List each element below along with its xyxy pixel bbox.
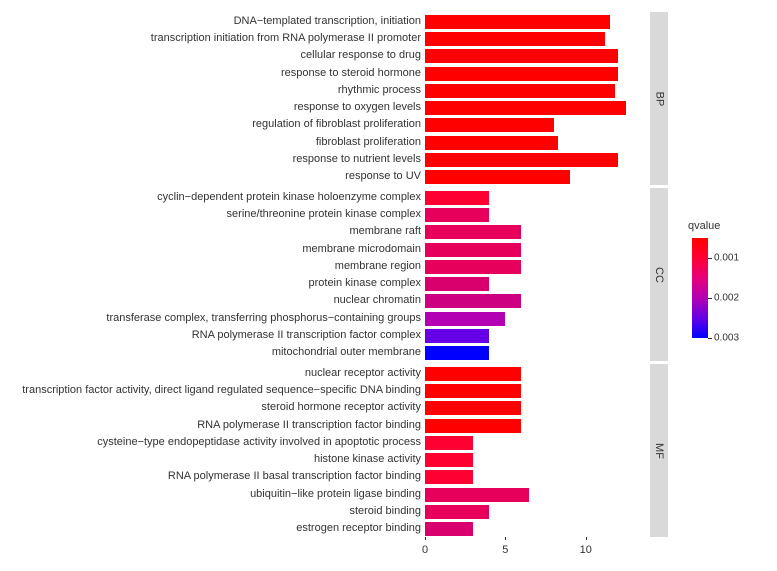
bar xyxy=(425,84,615,98)
legend-tick-label: 0.002 xyxy=(714,293,739,304)
legend-tick-mark xyxy=(708,298,712,299)
y-label: membrane microdomain xyxy=(1,241,421,258)
y-label: nuclear receptor activity xyxy=(1,365,421,382)
x-tick-label: 5 xyxy=(502,544,508,556)
y-label: membrane region xyxy=(1,258,421,275)
bar xyxy=(425,101,626,115)
bar xyxy=(425,522,473,536)
bar xyxy=(425,294,521,308)
bar xyxy=(425,401,521,415)
go-enrichment-chart: BP CC MF DNA−templated transcription, in… xyxy=(0,0,777,571)
facet-label-mf: MF xyxy=(653,443,665,459)
bar xyxy=(425,505,489,519)
facet-strip-cc: CC xyxy=(650,188,668,361)
x-tick-mark xyxy=(425,537,426,540)
y-label: regulation of fibroblast proliferation xyxy=(1,116,421,133)
y-label: DNA−templated transcription, initiation xyxy=(1,13,421,30)
bar xyxy=(425,49,618,63)
bar xyxy=(425,170,570,184)
y-label: transferase complex, transferring phosph… xyxy=(1,310,421,327)
y-label: steroid hormone receptor activity xyxy=(1,399,421,416)
bar xyxy=(425,312,505,326)
bar xyxy=(425,436,473,450)
y-label: response to steroid hormone xyxy=(1,65,421,82)
y-label: histone kinase activity xyxy=(1,451,421,468)
y-label: estrogen receptor binding xyxy=(1,520,421,537)
x-tick-label: 10 xyxy=(580,544,592,556)
facet-strip-mf: MF xyxy=(650,364,668,537)
bar xyxy=(425,208,489,222)
legend-tick-label: 0.003 xyxy=(714,333,739,344)
legend-colorbar: 0.0010.0020.003 xyxy=(692,238,708,338)
y-label: nuclear chromatin xyxy=(1,292,421,309)
legend-qvalue: qvalue 0.0010.0020.003 xyxy=(688,220,768,338)
y-label: RNA polymerase II basal transcription fa… xyxy=(1,468,421,485)
bar xyxy=(425,243,521,257)
facet-label-bp: BP xyxy=(653,91,665,106)
bar xyxy=(425,367,521,381)
x-axis: 0 5 10 xyxy=(425,540,650,570)
y-label: mitochondrial outer membrane xyxy=(1,344,421,361)
y-label: transcription factor activity, direct li… xyxy=(1,382,421,399)
legend-tick-mark xyxy=(708,258,712,259)
y-label: membrane raft xyxy=(1,223,421,240)
bar xyxy=(425,260,521,274)
legend-tick-label: 0.001 xyxy=(714,253,739,264)
bar xyxy=(425,67,618,81)
legend-title: qvalue xyxy=(688,220,768,232)
bar xyxy=(425,136,558,150)
bar xyxy=(425,225,521,239)
x-tick-mark xyxy=(505,537,506,540)
y-label: response to UV xyxy=(1,168,421,185)
y-label: protein kinase complex xyxy=(1,275,421,292)
y-label: serine/threonine protein kinase complex xyxy=(1,206,421,223)
bar xyxy=(425,384,521,398)
bar xyxy=(425,153,618,167)
y-label: rhythmic process xyxy=(1,82,421,99)
y-label: cyclin−dependent protein kinase holoenzy… xyxy=(1,189,421,206)
bar xyxy=(425,453,473,467)
legend-tick-mark xyxy=(708,338,712,339)
y-label: steroid binding xyxy=(1,503,421,520)
y-label: ubiquitin−like protein ligase binding xyxy=(1,486,421,503)
y-label: response to oxygen levels xyxy=(1,99,421,116)
bar xyxy=(425,15,610,29)
bar xyxy=(425,32,605,46)
bar xyxy=(425,488,529,502)
x-tick-mark xyxy=(586,537,587,540)
y-label: transcription initiation from RNA polyme… xyxy=(1,30,421,47)
y-label: cysteine−type endopeptidase activity inv… xyxy=(1,434,421,451)
y-label: fibroblast proliferation xyxy=(1,134,421,151)
x-tick-label: 0 xyxy=(422,544,428,556)
facet-strip-bp: BP xyxy=(650,12,668,185)
bar xyxy=(425,346,489,360)
bar xyxy=(425,329,489,343)
y-label: response to nutrient levels xyxy=(1,151,421,168)
bar xyxy=(425,191,489,205)
bar xyxy=(425,419,521,433)
y-label: cellular response to drug xyxy=(1,47,421,64)
bar xyxy=(425,118,554,132)
bar xyxy=(425,470,473,484)
y-label: RNA polymerase II transcription factor b… xyxy=(1,417,421,434)
facet-label-cc: CC xyxy=(653,267,665,283)
bar xyxy=(425,277,489,291)
y-label: RNA polymerase II transcription factor c… xyxy=(1,327,421,344)
